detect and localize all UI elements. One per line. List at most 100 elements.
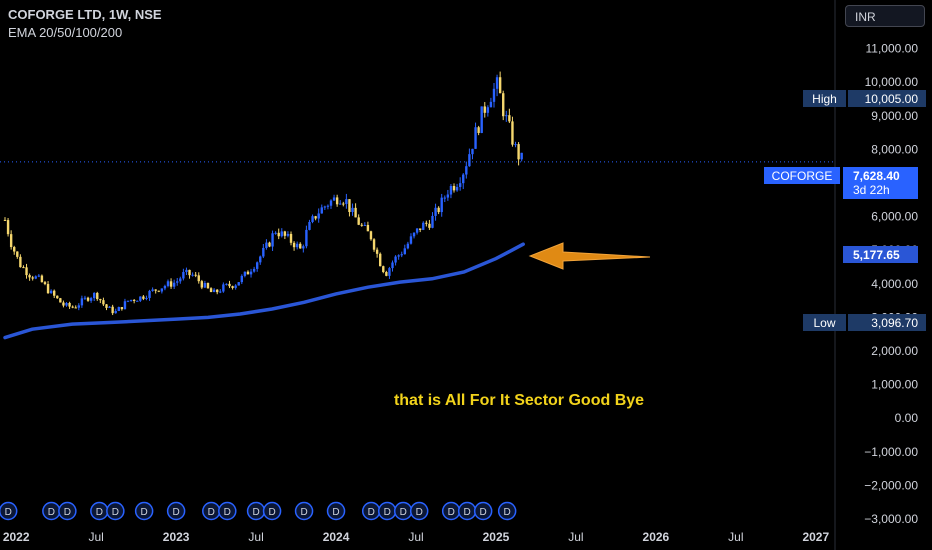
- candle-body: [86, 297, 90, 301]
- candle-body: [136, 300, 139, 302]
- candle-body: [83, 297, 87, 299]
- candle-body: [286, 233, 290, 236]
- dividend-marker-label: D: [224, 507, 231, 518]
- x-tick-label: Jul: [408, 530, 423, 544]
- candle-body: [216, 289, 219, 293]
- low-tag-label: Low: [813, 316, 835, 330]
- candle-body: [157, 290, 160, 292]
- candle-body: [394, 256, 397, 263]
- candle-body: [317, 213, 320, 219]
- candle-body: [418, 228, 422, 230]
- candle-body: [185, 269, 188, 273]
- candle-body: [449, 185, 453, 195]
- dividend-marker[interactable]: [497, 501, 517, 521]
- candle-body: [302, 246, 305, 249]
- last-value-box: [843, 167, 918, 199]
- candle-body: [462, 174, 465, 184]
- candle-body: [431, 215, 434, 228]
- candle-body: [148, 290, 151, 298]
- candle-body: [25, 267, 28, 276]
- candle-body: [477, 127, 480, 133]
- candle-body: [99, 299, 102, 301]
- x-tick-label: Jul: [568, 530, 583, 544]
- dividend-marker[interactable]: [218, 501, 237, 521]
- candle-body: [468, 154, 471, 167]
- x-tick-label: Jul: [88, 530, 103, 544]
- y-tick-label: −2,000.00: [864, 478, 918, 492]
- dividend-marker[interactable]: [409, 501, 429, 521]
- candle-body: [188, 269, 191, 276]
- candle-body: [474, 127, 477, 149]
- indicator-label[interactable]: EMA 20/50/100/200: [8, 25, 123, 40]
- candle-body: [151, 289, 154, 291]
- dividend-marker[interactable]: [262, 501, 282, 521]
- candle-body: [332, 197, 336, 201]
- candle-body: [425, 222, 428, 224]
- y-tick-label: 11,000.00: [866, 42, 919, 56]
- candle-body: [62, 302, 65, 306]
- dividend-marker-label: D: [448, 507, 455, 518]
- candle-body: [492, 88, 496, 102]
- candle-body: [320, 207, 323, 214]
- candle-body: [169, 281, 173, 287]
- candle-body: [80, 298, 84, 306]
- candle-body: [120, 307, 124, 310]
- candle-body: [369, 231, 373, 240]
- candle-body: [366, 224, 370, 232]
- x-tick-label: 2024: [323, 530, 350, 544]
- dividend-marker[interactable]: [473, 501, 493, 521]
- candle-body: [351, 207, 354, 213]
- candle-body: [240, 275, 244, 283]
- candle-body: [142, 296, 145, 299]
- dividend-marker[interactable]: [0, 501, 18, 521]
- candle-body: [305, 229, 308, 247]
- candle-body: [483, 106, 486, 113]
- x-tick-label: 2025: [483, 530, 510, 544]
- candle-body: [225, 283, 228, 285]
- high-value: 10,005.00: [865, 92, 919, 106]
- candle-body: [502, 93, 505, 117]
- x-tick-label: 2022: [3, 530, 30, 544]
- dividend-marker[interactable]: [294, 501, 314, 521]
- candle-body: [102, 300, 105, 305]
- candle-body: [271, 233, 274, 247]
- candle-body: [3, 219, 7, 221]
- candle-body: [59, 298, 62, 303]
- candle-body: [345, 199, 348, 204]
- candle-body: [28, 275, 31, 278]
- dividend-marker[interactable]: [106, 501, 125, 521]
- candle-body: [400, 254, 403, 256]
- candle-body: [49, 290, 53, 294]
- candle-body: [53, 290, 56, 296]
- candle-body: [191, 274, 194, 276]
- candle-body: [65, 302, 68, 306]
- candle-body: [314, 216, 317, 219]
- dividend-marker-label: D: [400, 507, 407, 518]
- candle-body: [283, 231, 287, 236]
- candle-body: [145, 297, 148, 299]
- dividend-marker[interactable]: [134, 501, 154, 521]
- candle-body: [471, 148, 474, 155]
- high-value-box: [848, 90, 926, 107]
- candle-body: [123, 301, 127, 310]
- candle-body: [348, 199, 351, 213]
- dividend-marker[interactable]: [326, 501, 346, 521]
- candle-body: [154, 289, 157, 291]
- candle-body: [212, 289, 216, 293]
- candle-body: [163, 285, 167, 289]
- candle-body: [105, 304, 108, 308]
- dividend-marker[interactable]: [166, 501, 186, 521]
- candle-body: [388, 268, 391, 276]
- candle-body: [200, 281, 204, 288]
- candle-body: [382, 266, 385, 273]
- candle-body: [255, 262, 259, 269]
- low-value: 3,096.70: [871, 316, 918, 330]
- dividend-marker[interactable]: [58, 501, 77, 521]
- arrow-annotation[interactable]: [528, 242, 651, 270]
- candle-body: [299, 243, 302, 249]
- candle-body: [209, 288, 213, 293]
- candle-body: [391, 262, 394, 269]
- currency-button[interactable]: INR: [845, 5, 925, 27]
- candle-body: [237, 282, 240, 286]
